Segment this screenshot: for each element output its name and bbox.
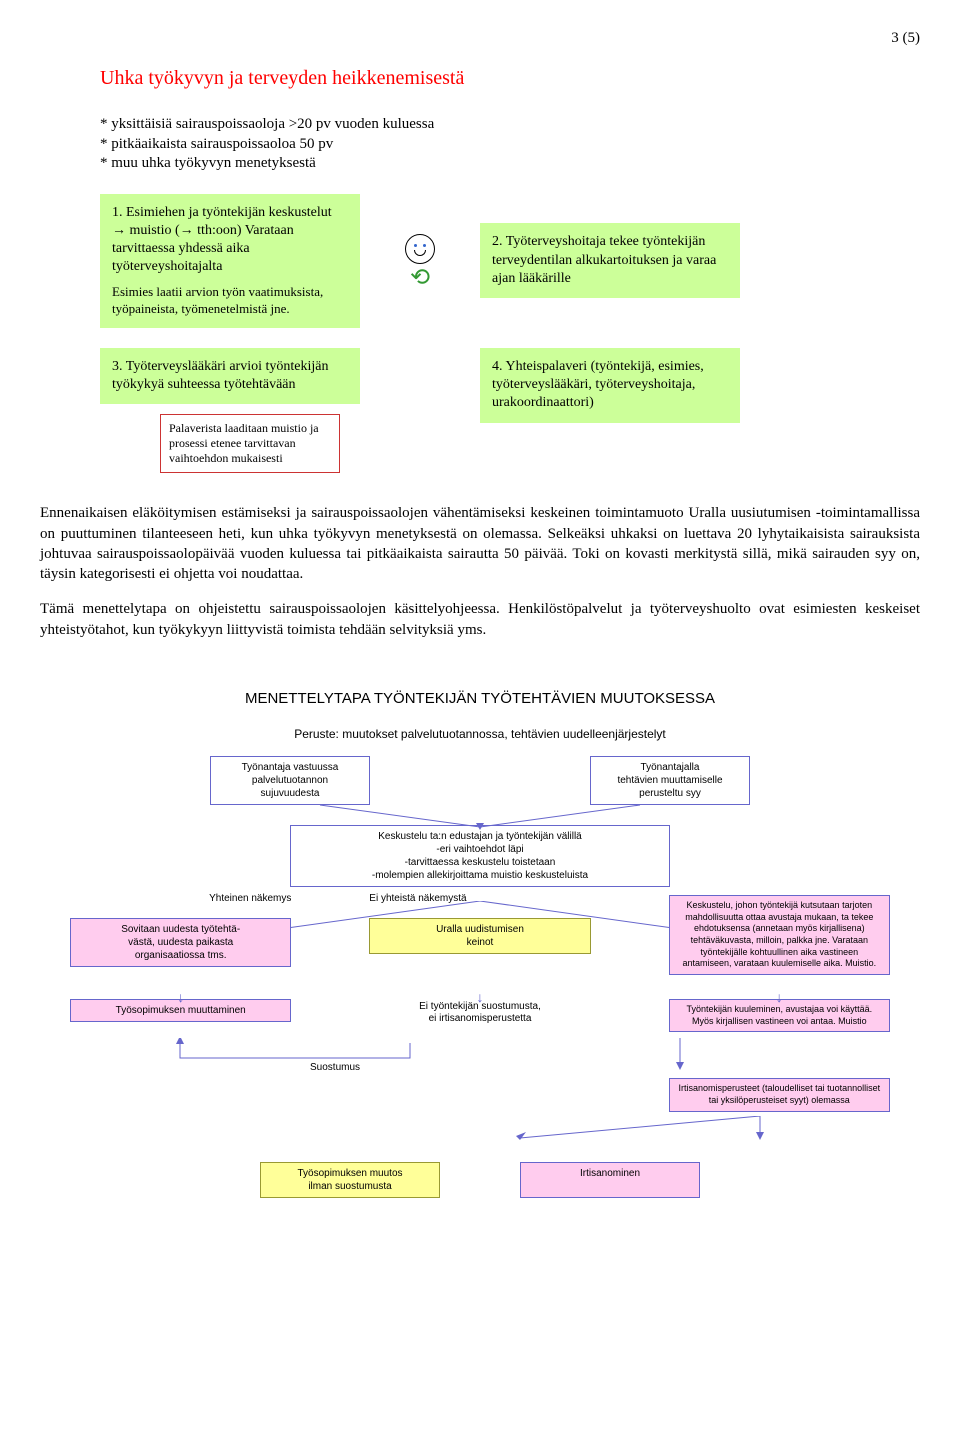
proc-level-2: Keskustelu ta:n edustajan ja työntekijän…	[290, 825, 670, 887]
step-3-box: 3. Työterveyslääkäri arvioi työntekijän …	[100, 348, 360, 404]
proc-final-right: Irtisanominen	[520, 1162, 700, 1198]
proc-l3-mid: Uralla uudistumisenkeinot	[369, 918, 590, 954]
procedure-subtitle: Peruste: muutokset palvelutuotannossa, t…	[40, 727, 920, 741]
bullet: * pitkäaikaista sairauspoissaoloa 50 pv	[100, 135, 920, 155]
memo-box: Palaverista laaditaan muistio ja prosess…	[160, 414, 340, 473]
procedure-diagram: Työnantaja vastuussapalvelutuotannonsuju…	[40, 756, 920, 1198]
flow-connector: ⟲	[400, 234, 440, 287]
proc-l3-left: Sovitaan uudesta työtehtä-västä, uudesta…	[70, 918, 291, 967]
step-1-text: 1. Esimiehen ja työntekijän keskustelut …	[112, 204, 348, 277]
step-1-box: 1. Esimiehen ja työntekijän keskustelut …	[100, 194, 360, 329]
flow-row-1: 1. Esimiehen ja työntekijän keskustelut …	[100, 194, 920, 329]
flow-row-2: 3. Työterveyslääkäri arvioi työntekijän …	[100, 348, 920, 473]
paragraph-1: Ennenaikaisen eläköitymisen estämiseksi …	[40, 503, 920, 584]
bullet: * muu uhka työkyvyn menetyksestä	[100, 154, 920, 174]
step-2-box: 2. Työterveyshoitaja tekee työntekijän t…	[480, 223, 740, 298]
branch-label-yes: Yhteinen näkemys	[70, 893, 291, 904]
cycle-arrows-icon: ⟲	[400, 270, 440, 287]
proc-final-left: Työsopimuksen muutosilman suostumusta	[260, 1162, 440, 1198]
proc-l5-right: Irtisanomisperusteet (taloudelliset tai …	[669, 1078, 890, 1111]
step-4-box: 4. Yhteispalaveri (työntekijä, esimies, …	[480, 348, 740, 423]
proc-top-right: Työnantajallatehtävien muuttamiselleperu…	[590, 756, 750, 805]
section-title: Uhka työkyvyn ja terveyden heikkenemises…	[100, 67, 920, 90]
step-1-subtext: Esimies laatii arvion työn vaatimuksista…	[112, 284, 348, 318]
proc-l4-mid-note: Ei työntekijän suostumusta,ei irtisanomi…	[369, 1001, 590, 1025]
branch-label-no: Ei yhteistä näkemystä	[369, 893, 590, 904]
procedure-title: MENETTELYTAPA TYÖNTEKIJÄN TYÖTEHTÄVIEN M…	[40, 690, 920, 707]
page-number: 3 (5)	[40, 30, 920, 47]
paragraph-2: Tämä menettelytapa on ohjeistettu sairau…	[40, 599, 920, 640]
proc-l4-right: Työntekijän kuuleminen, avustajaa voi kä…	[669, 999, 890, 1032]
suostumus-label: Suostumus	[310, 1062, 360, 1073]
proc-l3-right: Keskustelu, johon työntekijä kutsutaan t…	[669, 895, 890, 975]
proc-top-left: Työnantaja vastuussapalvelutuotannonsuju…	[210, 756, 370, 805]
intro-bullets: * yksittäisiä sairauspoissaoloja >20 pv …	[100, 115, 920, 174]
smiley-icon	[405, 234, 435, 264]
bullet: * yksittäisiä sairauspoissaoloja >20 pv …	[100, 115, 920, 135]
